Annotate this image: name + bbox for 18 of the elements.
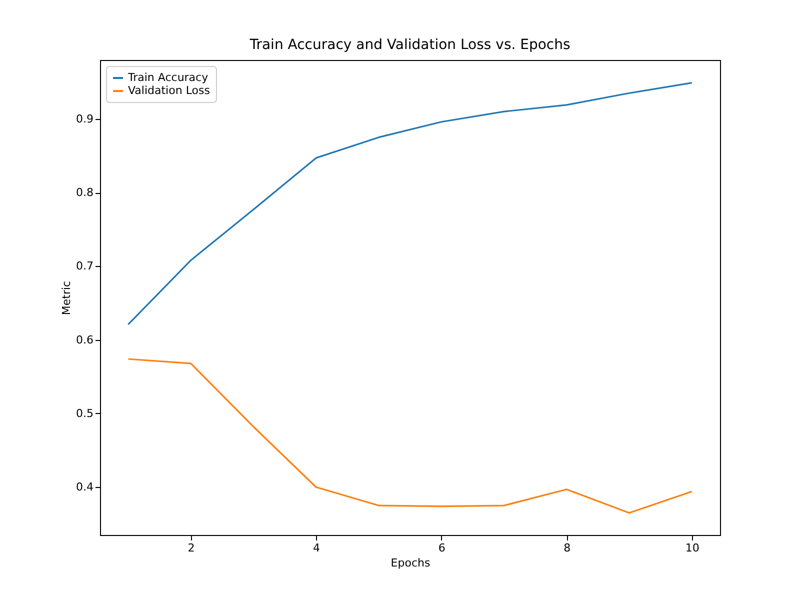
x-tick-label: 4 xyxy=(313,542,320,554)
line-series xyxy=(127,82,693,326)
x-tick-label: 2 xyxy=(188,542,195,554)
y-tick-label: 0.4 xyxy=(76,480,94,494)
y-tick-label: 0.8 xyxy=(76,186,94,200)
y-axis-title: Metric xyxy=(60,280,74,316)
y-tick-label: 0.6 xyxy=(76,333,94,346)
x-axis-title: Epochs xyxy=(390,556,430,570)
y-tick-label: 0.7 xyxy=(76,260,94,273)
x-tick-label: 8 xyxy=(564,542,571,554)
legend-label: Train Accuracy xyxy=(127,71,209,84)
x-tick-label: 6 xyxy=(438,542,446,554)
y-tick-label: 0.5 xyxy=(76,406,94,420)
x-tick-label: 10 xyxy=(685,542,700,554)
line-series xyxy=(127,358,693,514)
legend-label: Validation Loss xyxy=(128,84,210,97)
y-tick-label: 0.9 xyxy=(76,112,94,126)
chart-title: Train Accuracy and Validation Loss vs. Epochs xyxy=(248,37,570,53)
